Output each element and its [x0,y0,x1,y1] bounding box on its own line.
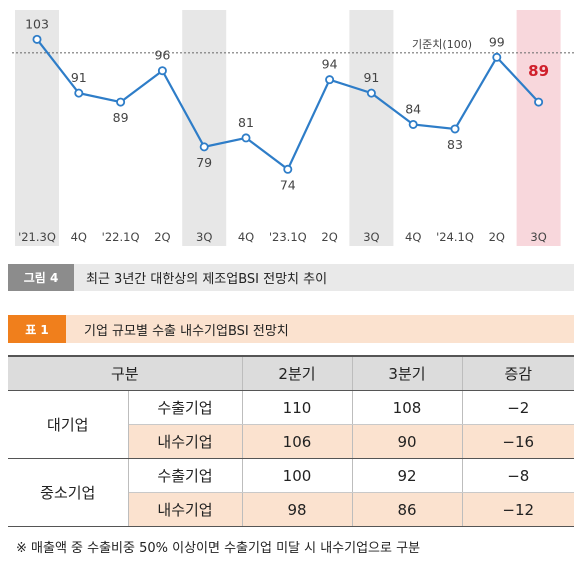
row-type: 내수기업 [128,492,243,527]
figure-caption-tag: 그림 4 [8,264,74,291]
quarter-band [15,10,59,246]
series-line [36,38,540,171]
header-category: 구분 [8,356,243,391]
table-caption-tag: 표 1 [8,315,66,343]
data-label: 84 [405,101,421,116]
x-tick-label: 3Q [530,230,546,244]
data-label: 81 [238,115,254,130]
cell-q3: 90 [352,424,463,459]
data-point [283,164,293,174]
data-point [157,66,167,76]
figure-caption: 그림 4 최근 3년간 대한상의 제조업BSI 전망치 추이 [8,264,574,291]
cell-change: −16 [462,424,574,459]
data-point [116,97,126,107]
row-type: 수출기업 [128,390,243,425]
data-point [534,97,544,107]
data-point [32,34,42,44]
data-point [408,119,418,129]
reference-line-label: 기준치(100) [412,38,472,51]
group-smes: 중소기업 [8,458,129,527]
cell-change: −12 [462,492,574,527]
group-large-firms: 대기업 [8,390,129,459]
data-label: 89 [528,62,549,80]
x-tick-label: '24.1Q [436,230,474,244]
x-tick-label: 2Q [154,230,170,244]
chart-svg: 기준치(100) 103 91 89 96 79 81 74 94 91 84 83 99 89 '21… [12,10,576,246]
x-tick-label: 4Q [405,230,421,244]
data-label: 94 [322,57,338,72]
data-label: 91 [363,70,379,85]
data-label: 103 [25,16,49,31]
row-type: 수출기업 [128,458,243,493]
data-point [241,133,251,143]
data-point [492,52,502,62]
cell-q3: 108 [352,390,463,425]
x-tick-label: '23.1Q [269,230,307,244]
data-label: 89 [113,110,129,125]
x-tick-label: 2Q [321,230,337,244]
table-row: 내수기업 106 90 −16 [8,424,574,459]
x-tick-label: 3Q [196,230,212,244]
data-label: 83 [447,137,463,152]
data-point [325,75,335,85]
bsi-table: 구분 2분기 3분기 증감 대기업 수출기업 110 108 −2 내수기업 1… [8,355,574,527]
data-label: 96 [154,48,170,63]
data-label: 91 [71,70,87,85]
data-label: 74 [280,177,296,192]
quarter-band [349,10,394,246]
cell-q2: 110 [242,390,353,425]
x-tick-label: 2Q [489,230,505,244]
footnote: ※ 매출액 중 수출비중 50% 이상이면 수출기업 미달 시 내수기업으로 구… [16,541,421,556]
cell-change: −2 [462,390,574,425]
data-point [74,88,84,98]
highlight-band [516,10,561,246]
cell-change: −8 [462,458,574,493]
cell-q3: 92 [352,458,463,493]
cell-q2: 98 [242,492,353,527]
header-q3: 3분기 [352,356,463,391]
bsi-line-chart: 기준치(100) 103 91 89 96 79 81 74 94 91 84 83 99 89 '21… [0,0,582,250]
data-point [366,88,376,98]
x-tick-label: '22.1Q [102,230,140,244]
figure-caption-text: 최근 3년간 대한상의 제조업BSI 전망치 추이 [86,272,328,287]
row-type: 내수기업 [128,424,243,459]
quarter-band [182,10,227,246]
cell-q2: 106 [242,424,353,459]
x-tick-label: '21.3Q [18,230,56,244]
data-point [199,142,209,152]
x-tick-label: 4Q [71,230,87,244]
header-change: 증감 [462,356,574,391]
table-row: 내수기업 98 86 −12 [8,492,574,527]
table-header-row: 구분 2분기 3분기 증감 [8,356,574,391]
data-label: 99 [489,34,505,49]
x-tick-label: 4Q [238,230,254,244]
header-q2: 2분기 [242,356,353,391]
x-tick-label: 3Q [363,230,379,244]
cell-q3: 86 [352,492,463,527]
table-caption-text: 기업 규모별 수출 내수기업BSI 전망치 [84,323,289,339]
data-label: 79 [196,155,212,170]
table-row: 중소기업 수출기업 100 92 −8 [8,458,574,527]
data-point [450,124,460,134]
table-row: 대기업 수출기업 110 108 −2 [8,390,574,459]
table-caption: 표 1 기업 규모별 수출 내수기업BSI 전망치 [8,315,574,343]
cell-q2: 100 [242,458,353,493]
